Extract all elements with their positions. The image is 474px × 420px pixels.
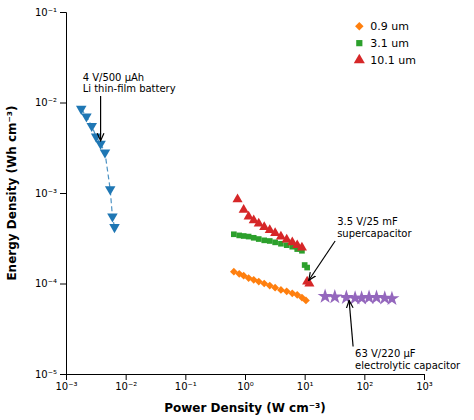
point bbox=[86, 123, 97, 132]
legend-label: 10.1 um bbox=[370, 54, 416, 67]
point bbox=[100, 149, 111, 158]
annotation-arrow bbox=[349, 301, 353, 347]
legend-item: 3.1 um bbox=[356, 37, 409, 50]
series bbox=[231, 231, 310, 270]
point bbox=[256, 236, 262, 242]
y-tick-mark bbox=[60, 284, 66, 285]
x-tick-mark bbox=[305, 374, 306, 380]
point bbox=[277, 286, 285, 294]
point bbox=[241, 233, 247, 239]
x-tick: 10⁻¹ bbox=[175, 374, 197, 392]
plot-area: 10⁻³ 10⁻² 10⁻¹ 10⁰ 10¹ 10² 10³ 10⁻⁵ 10⁻⁴ 10⁻³ 10⁻²… bbox=[35, 7, 461, 392]
x-tick: 10⁰ bbox=[237, 374, 254, 392]
y-tick-label: 10⁻³ bbox=[35, 188, 57, 199]
series bbox=[76, 106, 120, 233]
annotations: 4 V/500 μAhLi thin-film battery 3.5 V/25 … bbox=[83, 72, 461, 371]
x-tick-label: 10³ bbox=[416, 381, 433, 392]
legend: 0.9 um 3.1 um 10.1 um bbox=[354, 20, 416, 67]
x-tick-label: 10⁻¹ bbox=[175, 381, 197, 392]
point bbox=[239, 204, 249, 213]
y-tick: 10⁻⁵ bbox=[35, 369, 66, 380]
point bbox=[105, 186, 116, 195]
y-tick: 10⁻⁴ bbox=[35, 278, 66, 289]
point bbox=[261, 237, 267, 243]
chart-container: 10⁻³ 10⁻² 10⁻¹ 10⁰ 10¹ 10² 10³ 10⁻⁵ 10⁻⁴ 10⁻³ 10⁻²… bbox=[0, 0, 474, 420]
point bbox=[297, 242, 307, 251]
y-tick-mark bbox=[60, 374, 66, 375]
point bbox=[81, 113, 92, 122]
x-tick: 10⁻³ bbox=[55, 374, 77, 392]
y-tick: 10⁻¹ bbox=[35, 7, 66, 18]
x-tick-label: 10² bbox=[356, 381, 373, 392]
series bbox=[318, 289, 400, 306]
legend-symbol bbox=[355, 22, 363, 30]
point bbox=[327, 289, 342, 303]
x-tick: 10¹ bbox=[297, 374, 314, 392]
point bbox=[384, 291, 399, 305]
x-tick-mark bbox=[364, 374, 365, 380]
y-tick-label: 10⁻⁵ bbox=[35, 369, 57, 380]
series-line bbox=[81, 109, 114, 227]
point bbox=[304, 265, 310, 271]
annotation: 4 V/500 μAhLi thin-film battery bbox=[83, 72, 176, 95]
chart-svg: 10⁻³ 10⁻² 10⁻¹ 10⁰ 10¹ 10² 10³ 10⁻⁵ 10⁻⁴ 10⁻³ 10⁻²… bbox=[0, 0, 474, 420]
annotation-arrow bbox=[100, 96, 101, 141]
y-axis: 10⁻⁵ 10⁻⁴ 10⁻³ 10⁻² 10⁻¹ bbox=[35, 7, 67, 380]
point bbox=[95, 141, 106, 150]
y-axis-line bbox=[60, 13, 67, 375]
y-axis-title: Energy Density (Wh cm⁻³) bbox=[5, 105, 19, 280]
x-tick: 10³ bbox=[416, 374, 433, 392]
point bbox=[272, 240, 278, 246]
x-tick-mark bbox=[185, 374, 186, 380]
legend-label: 0.9 um bbox=[370, 20, 409, 33]
legend-symbol bbox=[356, 40, 362, 46]
legend-item: 0.9 um bbox=[355, 20, 409, 33]
point bbox=[231, 231, 237, 237]
point bbox=[107, 213, 118, 222]
x-tick-mark bbox=[126, 374, 127, 380]
annotation-arrow bbox=[309, 241, 335, 280]
point bbox=[109, 224, 120, 233]
x-tick-label: 10⁰ bbox=[237, 381, 254, 392]
legend-label: 3.1 um bbox=[370, 37, 409, 50]
y-tick-mark bbox=[60, 193, 66, 194]
x-axis: 10⁻³ 10⁻² 10⁻¹ 10⁰ 10¹ 10² 10³ bbox=[55, 374, 432, 392]
y-tick: 10⁻³ bbox=[35, 188, 66, 199]
point bbox=[246, 234, 252, 240]
x-tick: 10⁻² bbox=[115, 374, 137, 392]
y-tick-label: 10⁻⁴ bbox=[35, 278, 57, 289]
marks bbox=[76, 106, 399, 305]
x-tick-mark bbox=[424, 374, 425, 380]
annotation-group: 3.5 V/25 mFsupercapacitor bbox=[309, 216, 413, 280]
annotation-group: 63 V/220 μFelectrolytic capacitor bbox=[349, 301, 461, 371]
x-tick: 10² bbox=[356, 374, 373, 392]
y-tick: 10⁻² bbox=[35, 97, 66, 108]
x-axis-line bbox=[67, 375, 425, 381]
y-tick-label: 10⁻² bbox=[35, 97, 57, 108]
x-tick-label: 10¹ bbox=[297, 381, 314, 392]
point bbox=[267, 238, 273, 244]
legend-symbol bbox=[354, 54, 365, 64]
series bbox=[230, 268, 310, 304]
y-tick-label: 10⁻¹ bbox=[35, 7, 57, 18]
legend-item: 10.1 um bbox=[354, 54, 416, 67]
annotation: 3.5 V/25 mFsupercapacitor bbox=[337, 216, 412, 239]
y-tick-mark bbox=[60, 12, 66, 13]
y-tick-mark bbox=[60, 103, 66, 104]
x-tick-mark bbox=[245, 374, 246, 380]
point bbox=[251, 235, 257, 241]
x-axis-title: Power Density (W cm⁻³) bbox=[164, 401, 326, 415]
x-tick-label: 10⁻³ bbox=[55, 381, 77, 392]
annotation-group: 4 V/500 μAhLi thin-film battery bbox=[83, 72, 176, 141]
annotation: 63 V/220 μFelectrolytic capacitor bbox=[355, 349, 461, 372]
point bbox=[233, 194, 243, 203]
x-tick-label: 10⁻² bbox=[115, 381, 137, 392]
series bbox=[233, 194, 315, 287]
point bbox=[302, 297, 310, 305]
